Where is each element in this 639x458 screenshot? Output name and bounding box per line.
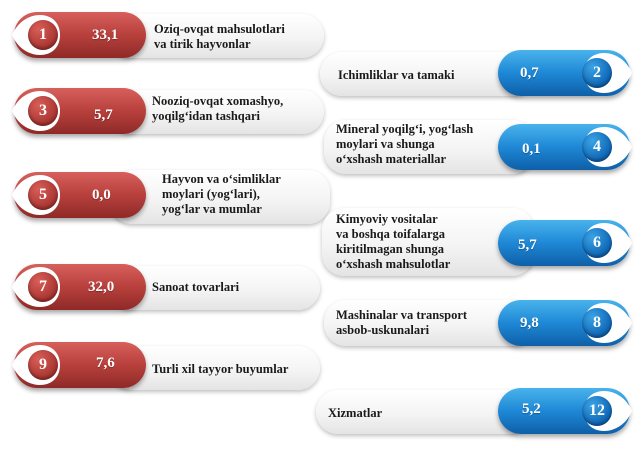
item-7: Sanoat tovarlari 7 32,0 xyxy=(12,264,320,314)
item-label: Kimyoviy vositalar va boshqa toifalarga … xyxy=(336,212,451,271)
item-value: 5,7 xyxy=(94,107,113,123)
item-number: 7 xyxy=(28,272,58,302)
item-value: 5,7 xyxy=(518,237,537,253)
item-label: Turli xil tayyor buyumlar xyxy=(152,362,289,376)
item-value: 0,0 xyxy=(92,187,111,203)
item-label: Nooziq-ovqat xomashyo, yoqilg‘idan tashq… xyxy=(152,94,284,123)
item-number: 1 xyxy=(28,20,58,50)
label-pill xyxy=(316,390,530,434)
item-label: Sanoat tovarlari xyxy=(152,280,240,294)
item-number: 2 xyxy=(582,58,612,88)
label-pill xyxy=(110,170,330,224)
item-8: Mashinalar va transport asbob-uskunalari… xyxy=(324,298,632,350)
item-label: Hayvon va o‘simliklar moylari (yog‘lari)… xyxy=(162,172,281,216)
item-value: 33,1 xyxy=(92,27,119,43)
item-6: Kimyoviy vositalar va boshqa toifalarga … xyxy=(322,208,632,276)
item-number: 12 xyxy=(582,396,612,426)
item-2: Ichimliklar va tamaki 2 0,7 xyxy=(320,50,632,100)
item-label: Mineral yoqilg‘i, yog‘lash moylari va sh… xyxy=(336,122,474,166)
item-number: 8 xyxy=(582,308,612,338)
item-4: Mineral yoqilg‘i, yog‘lash moylari va sh… xyxy=(324,120,632,176)
item-label: Mashinalar va transport asbob-uskunalari xyxy=(336,308,468,337)
item-number: 5 xyxy=(28,180,58,210)
item-label: Xizmatlar xyxy=(328,406,383,420)
item-number: 3 xyxy=(28,96,58,126)
item-value: 9,8 xyxy=(520,315,539,331)
item-number: 6 xyxy=(582,228,612,258)
item-12: Xizmatlar 12 5,2 xyxy=(316,388,632,438)
item-value: 0,7 xyxy=(520,65,539,81)
item-value: 32,0 xyxy=(88,279,115,295)
item-label: Ichimliklar va tamaki xyxy=(338,68,455,82)
item-label: Oziq-ovqat mahsulotlari va tirik hayvonl… xyxy=(154,22,285,51)
item-5: Hayvon va o‘simliklar moylari (yog‘lari)… xyxy=(12,170,330,226)
item-value: 7,6 xyxy=(96,355,115,371)
item-value: 0,1 xyxy=(522,141,541,157)
item-number: 4 xyxy=(582,132,612,162)
item-3: Nooziq-ovqat xomashyo, yoqilg‘idan tashq… xyxy=(12,88,324,138)
item-9: Turli xil tayyor buyumlar 9 7,6 xyxy=(12,342,320,392)
item-number: 9 xyxy=(28,350,58,380)
item-1: Oziq-ovqat mahsulotlari va tirik hayvonl… xyxy=(12,12,324,62)
item-value: 5,2 xyxy=(522,401,541,417)
